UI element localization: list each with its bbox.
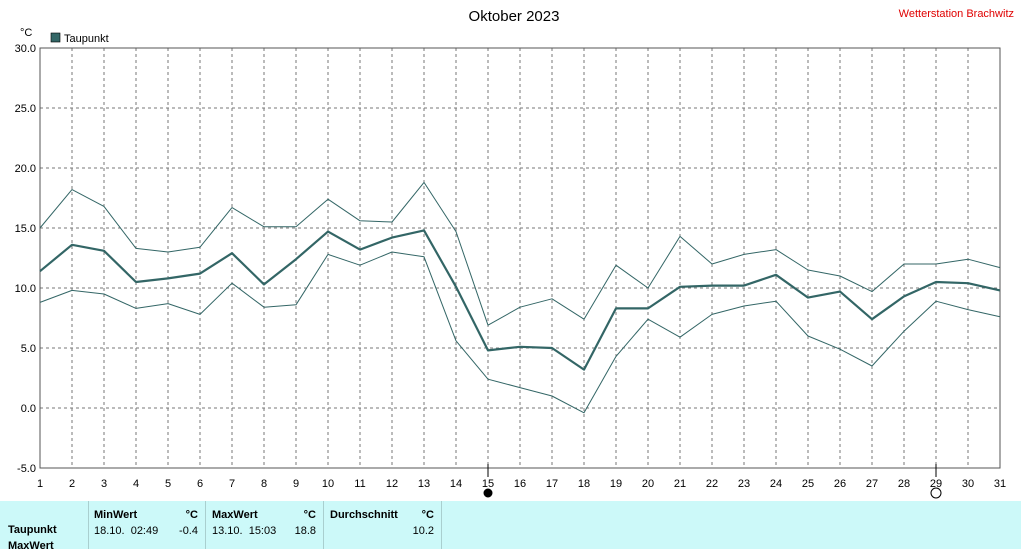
x-tick-label-12: 13 <box>418 478 430 490</box>
x-tick-label-0: 1 <box>37 478 43 490</box>
x-tick-label-8: 9 <box>293 478 299 490</box>
x-tick-label-5: 6 <box>197 478 203 490</box>
y-tick-label-5: 20.0 <box>15 163 36 175</box>
x-tick-label-9: 10 <box>322 478 334 490</box>
avg-header: Durchschnitt <box>330 509 398 521</box>
y-tick-label-4: 15.0 <box>15 223 36 235</box>
x-tick-label-23: 24 <box>770 478 782 490</box>
min-unit: °C <box>185 509 198 521</box>
x-axis-ticks: 1 2 3 4 5 6 7 8 9 10 11 12 13 14 15 16 17 18 19 20 21 22 23 24 2… <box>37 478 1006 490</box>
min-time: 18.10. 02:49 <box>94 525 159 537</box>
x-tick-label-6: 7 <box>229 478 235 490</box>
series-line-0 <box>39 229 1001 371</box>
station-name: Wetterstation Brachwitz <box>899 8 1014 20</box>
grid-lines <box>40 47 1000 469</box>
y-unit-label: °C <box>20 27 32 39</box>
x-tick-label-4: 5 <box>165 478 171 490</box>
max-value: 18.8 <box>294 525 316 537</box>
y-tick-label-6: 25.0 <box>15 103 36 115</box>
full-moon-icon <box>483 488 493 498</box>
row-label-cell: Taupunkt MaxWert <box>0 501 89 549</box>
x-tick-label-1: 2 <box>69 478 75 490</box>
x-tick-label-24: 25 <box>802 478 814 490</box>
row-label: Taupunkt <box>8 524 57 536</box>
y-tick-label-2: 5.0 <box>21 343 36 355</box>
x-tick-label-19: 20 <box>642 478 654 490</box>
series-line-2 <box>39 251 1001 414</box>
chart-title: Oktober 2023 <box>469 8 560 25</box>
legend-swatch <box>50 32 61 43</box>
x-tick-label-30: 31 <box>994 478 1006 490</box>
x-tick-label-20: 21 <box>674 478 686 490</box>
row-label-2: MaxWert <box>8 540 54 549</box>
moon-markers <box>483 464 942 499</box>
min-header: MinWert <box>94 509 138 521</box>
x-tick-label-17: 18 <box>578 478 590 490</box>
x-tick-label-16: 17 <box>546 478 558 490</box>
max-time: 13.10. 15:03 <box>212 525 277 537</box>
x-tick-label-22: 23 <box>738 478 750 490</box>
x-tick-label-7: 8 <box>261 478 267 490</box>
x-tick-label-26: 27 <box>866 478 878 490</box>
min-value-cell: MinWert °C 18.10. 02:49 -0.4 <box>89 501 206 549</box>
y-tick-label-1: 0.0 <box>21 403 36 415</box>
x-tick-label-27: 28 <box>898 478 910 490</box>
series-lines <box>39 181 1001 414</box>
x-tick-label-29: 30 <box>962 478 974 490</box>
average-cell: Durchschnitt °C 10.2 <box>324 501 442 549</box>
x-tick-label-10: 11 <box>354 478 365 490</box>
max-value-cell: MaxWert °C 13.10. 15:03 18.8 <box>206 501 324 549</box>
max-unit: °C <box>303 509 316 521</box>
x-tick-label-11: 12 <box>386 478 398 490</box>
avg-unit: °C <box>421 509 434 521</box>
new-moon-icon <box>930 487 942 499</box>
x-tick-label-21: 22 <box>706 478 718 490</box>
x-tick-label-18: 19 <box>610 478 622 490</box>
series-line-1 <box>39 181 1001 326</box>
avg-value: 10.2 <box>412 525 434 537</box>
x-tick-label-3: 4 <box>133 478 139 490</box>
statistics-panel: Taupunkt MaxWert MinWert °C 18.10. 02:49… <box>0 501 1021 549</box>
y-tick-label-0: -5.0 <box>17 463 36 475</box>
y-axis-ticks: -5.0 0.0 5.0 10.0 15.0 20.0 25.0 30.0 <box>15 43 36 475</box>
x-tick-label-13: 14 <box>450 478 462 490</box>
y-tick-label-3: 10.0 <box>15 283 36 295</box>
x-tick-label-2: 3 <box>101 478 107 490</box>
x-tick-label-14: 15 <box>482 478 494 490</box>
x-tick-label-15: 16 <box>514 478 526 490</box>
plot-frame <box>39 47 1001 469</box>
legend-label: Taupunkt <box>64 33 109 45</box>
x-tick-label-25: 26 <box>834 478 846 490</box>
y-tick-label-7: 30.0 <box>15 43 36 55</box>
min-value: -0.4 <box>179 525 198 537</box>
x-tick-label-28: 29 <box>930 478 942 490</box>
max-header: MaxWert <box>212 509 258 521</box>
